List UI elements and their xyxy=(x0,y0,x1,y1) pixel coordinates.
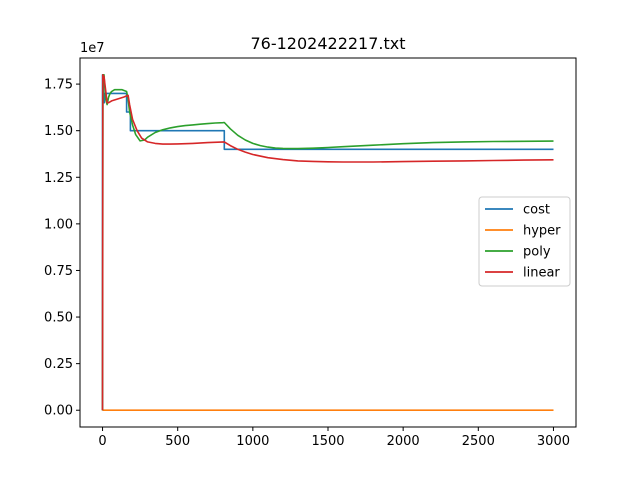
y-axis-multiplier: 1e7 xyxy=(80,41,105,56)
legend: cost hyper poly linear xyxy=(478,196,571,287)
y-tick-label: 1.00 xyxy=(44,217,73,232)
legend-label-cost: cost xyxy=(523,203,550,218)
y-tick-label: 0.75 xyxy=(44,264,73,279)
y-tick-label: 1.50 xyxy=(44,124,73,139)
series-line-linear xyxy=(101,74,554,411)
x-tick-label: 2500 xyxy=(462,434,495,449)
y-tick-label: 1.25 xyxy=(44,171,73,186)
y-tick-label: 1.75 xyxy=(44,78,73,93)
legend-box xyxy=(478,196,571,287)
x-tick-label: 1500 xyxy=(311,434,344,449)
plot-lines xyxy=(101,74,554,411)
x-tick-label: 1000 xyxy=(236,434,269,449)
x-tick-label: 2000 xyxy=(387,434,420,449)
x-tick-label: 500 xyxy=(165,434,190,449)
legend-label-poly: poly xyxy=(523,245,551,260)
x-tick-label: 3000 xyxy=(537,434,570,449)
y-tick-label: 0.00 xyxy=(44,404,73,419)
chart-title: 76-1202422217.txt xyxy=(250,34,405,53)
legend-label-hyper: hyper xyxy=(523,224,561,239)
legend-label-linear: linear xyxy=(523,266,560,281)
y-axis: 0.00 0.25 0.50 0.75 1.00 1.25 1.50 1.75 xyxy=(44,78,80,419)
y-tick-label: 0.25 xyxy=(44,357,73,372)
x-tick-label: 0 xyxy=(98,434,106,449)
series-line-poly xyxy=(101,74,554,411)
y-tick-label: 0.50 xyxy=(44,311,73,326)
x-axis: 0 500 1000 1500 2000 2500 3000 xyxy=(98,427,570,449)
